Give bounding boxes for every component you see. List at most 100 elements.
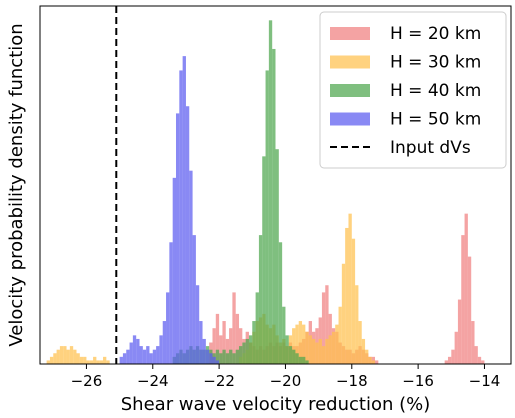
histogram-bar (63, 346, 67, 364)
legend-label: H = 20 km (390, 24, 481, 44)
histogram-bar (129, 342, 133, 364)
histogram-bar (275, 149, 279, 364)
histogram-bar (79, 356, 84, 364)
histogram-bar (451, 349, 455, 364)
histogram-bar (341, 263, 346, 364)
histogram-bar (481, 360, 485, 364)
histogram-bar (132, 335, 137, 364)
x-axis-label: Shear wave velocity reduction (%) (121, 394, 431, 415)
histogram-bar (308, 335, 312, 364)
histogram-bar (195, 285, 200, 364)
histogram-bar (202, 338, 206, 364)
histogram-bar (464, 213, 468, 364)
histogram-bar (471, 321, 475, 364)
histogram-bar (461, 235, 465, 364)
histogram-bar (298, 356, 303, 364)
legend-label: H = 30 km (390, 53, 481, 73)
histogram-bar (139, 346, 143, 364)
histogram-bar (119, 356, 123, 364)
histogram-bar (66, 349, 70, 364)
histogram-bar (215, 313, 220, 364)
histogram-bar (59, 346, 64, 364)
histogram-bar (338, 306, 342, 364)
histogram-bar (242, 342, 246, 364)
histogram-bar (235, 349, 240, 364)
histogram-bar (179, 70, 183, 364)
histogram-bar (103, 356, 107, 364)
histogram-bar (235, 313, 240, 364)
histogram-bar (278, 242, 283, 364)
histogram-bar (222, 321, 226, 364)
legend-label: H = 50 km (390, 110, 481, 130)
histogram-bar (56, 349, 60, 364)
histogram-bar (46, 360, 50, 364)
histogram-bar (229, 328, 233, 364)
histogram-bar (361, 338, 366, 364)
histogram-bar (375, 360, 379, 364)
legend-label: H = 40 km (390, 81, 481, 101)
histogram-bar (53, 353, 57, 364)
histogram-bar (86, 360, 90, 364)
histogram-bar (331, 331, 336, 364)
histogram-bar (192, 235, 196, 364)
histogram-bar (76, 353, 80, 364)
histogram-bar (302, 324, 306, 364)
histogram-bar (325, 338, 329, 364)
plot-frame (39, 5, 512, 365)
histogram-bar (295, 353, 299, 364)
histogram-bar (371, 356, 376, 364)
histogram-bar (122, 353, 127, 364)
histogram-bar (239, 346, 243, 364)
histogram-bar (474, 346, 478, 364)
histogram-bar (321, 292, 326, 364)
histogram-bar (305, 360, 309, 364)
legend-swatch (330, 27, 370, 40)
histogram-bar (285, 335, 289, 364)
histogram-bar (209, 353, 213, 364)
legend-label: Input dVs (390, 138, 471, 158)
histogram-bar (447, 356, 452, 364)
legend: H = 20 km H = 30 km H = 40 km H = 50 km Inpu… (319, 11, 507, 169)
histogram-bar (156, 346, 160, 364)
histogram-bar (295, 324, 299, 364)
histogram-bar (89, 360, 94, 364)
histogram-bar (189, 170, 193, 364)
histogram-bar (262, 156, 266, 364)
histogram-bar (83, 356, 87, 364)
histogram-bar (152, 349, 157, 364)
histogram-bar (345, 227, 349, 364)
histogram-bar (457, 299, 462, 364)
histogram-bar (219, 353, 223, 364)
histogram-bar (467, 256, 472, 364)
histogram-bar (212, 356, 216, 364)
histogram-bars (46, 20, 485, 365)
histogram-bar (136, 338, 140, 364)
histogram-bar (348, 213, 352, 364)
histogram-bar (146, 346, 150, 364)
histogram-bar (272, 48, 276, 365)
histogram-bar (368, 356, 372, 364)
histogram-bar (265, 70, 269, 364)
histogram-bar (351, 238, 356, 364)
histogram-bar (215, 349, 220, 364)
x-axis-ticks: −26 −24 −22 −20 −18 −16 −14 (71, 364, 500, 390)
histogram-bar (182, 56, 186, 365)
histogram-bar (365, 349, 369, 364)
x-tick-label: −24 (137, 372, 169, 390)
x-tick-label: −20 (270, 372, 302, 390)
histogram-bar (69, 346, 74, 364)
legend-swatch (330, 112, 370, 126)
histogram-bar (298, 321, 303, 364)
histogram-bar (311, 338, 316, 364)
histogram-bar (212, 328, 216, 364)
histogram-bar (96, 360, 100, 364)
legend-box (319, 11, 507, 169)
histogram-bar (225, 338, 230, 364)
histogram-bar (252, 321, 256, 364)
histogram-bar (358, 321, 362, 364)
histogram-bar (219, 335, 223, 364)
histogram-bar (258, 235, 263, 364)
histogram-bar (73, 349, 77, 364)
histogram-bar (255, 292, 259, 364)
